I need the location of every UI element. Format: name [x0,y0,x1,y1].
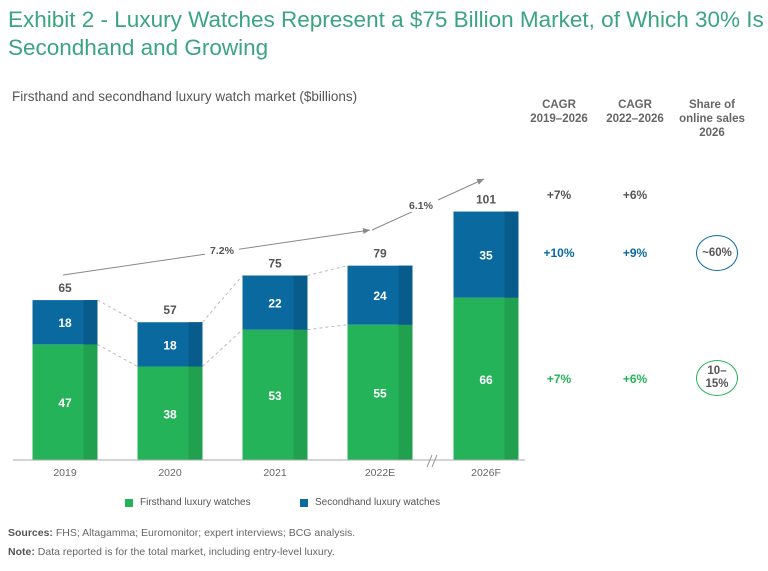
cagr-label-7-2: 7.2% [210,245,235,257]
connector-line [307,265,348,276]
data-label-secondhand: 24 [373,289,387,303]
secondhand-cagr-22-26: +9% [622,246,648,260]
data-label-firsthand: 38 [163,407,177,421]
bar-secondhand-shade [504,211,519,298]
total-cagr-22-26: +6% [622,188,648,202]
header-cagr-2022-2026: CAGR 2022–2026 [606,99,664,125]
connector-line [202,329,243,367]
legend-swatch-secondhand [300,498,308,507]
bar-secondhand-shade [83,300,98,345]
data-label-total: 75 [268,257,282,271]
x-tick-label: 2019 [53,467,77,479]
bar-firsthand-shade [83,344,98,460]
data-label-firsthand: 66 [479,373,493,387]
secondhand-online-share: ~60% [696,235,738,271]
sources-note: Sources: FHS; Altagamma; Euromonitor; ex… [8,527,356,539]
data-label-firsthand: 47 [58,396,72,410]
legend-secondhand: Secondhand luxury watches [300,497,440,508]
data-label-total: 101 [476,193,496,207]
data-label-total: 65 [58,281,72,295]
bar-firsthand-shade [293,329,308,460]
bar-firsthand-shade [188,366,203,460]
firsthand-cagr-22-26: +6% [622,372,648,386]
connector-line [97,343,138,367]
cagr-label-6-1: 6.1% [409,200,434,212]
secondhand-cagr-19-26: +10% [543,246,575,260]
legend-firsthand: Firsthand luxury watches [125,497,251,508]
total-cagr-19-26: +7% [546,188,572,202]
connector-line [202,275,243,323]
firsthand-cagr-19-26: +7% [546,372,572,386]
firsthand-online-share: 10– 15% [696,360,738,396]
bar-secondhand-shade [293,275,308,330]
bar-firsthand-shade [398,324,413,460]
data-note: Note: Data reported is for the total mar… [8,546,335,558]
bar-firsthand-shade [504,297,519,460]
data-label-secondhand: 18 [58,316,72,330]
exhibit-title: Exhibit 2 - Luxury Watches Represent a $… [8,7,764,60]
x-tick-label: 2021 [263,467,287,479]
connector-line [97,299,138,323]
header-cagr-2019-2026: CAGR 2019–2026 [530,99,588,125]
data-label-secondhand: 35 [479,249,493,263]
data-label-firsthand: 55 [373,386,387,400]
chart-subtitle: Firsthand and secondhand luxury watch ma… [12,89,358,104]
x-tick-label: 2022E [365,467,395,479]
x-tick-label: 2026F [471,467,501,479]
data-label-secondhand: 18 [163,338,177,352]
bar-secondhand-shade [188,322,203,367]
axis-break-icon [426,454,438,468]
x-tick-label: 2020 [158,467,182,479]
legend-swatch-firsthand [125,498,133,507]
data-label-total: 57 [163,303,177,317]
bar-secondhand-shade [398,265,413,325]
header-online-share: Share of online sales 2026 [679,99,745,139]
data-label-total: 79 [373,247,387,261]
data-label-firsthand: 53 [268,389,282,403]
connector-line [307,324,348,331]
data-label-secondhand: 22 [268,297,282,311]
